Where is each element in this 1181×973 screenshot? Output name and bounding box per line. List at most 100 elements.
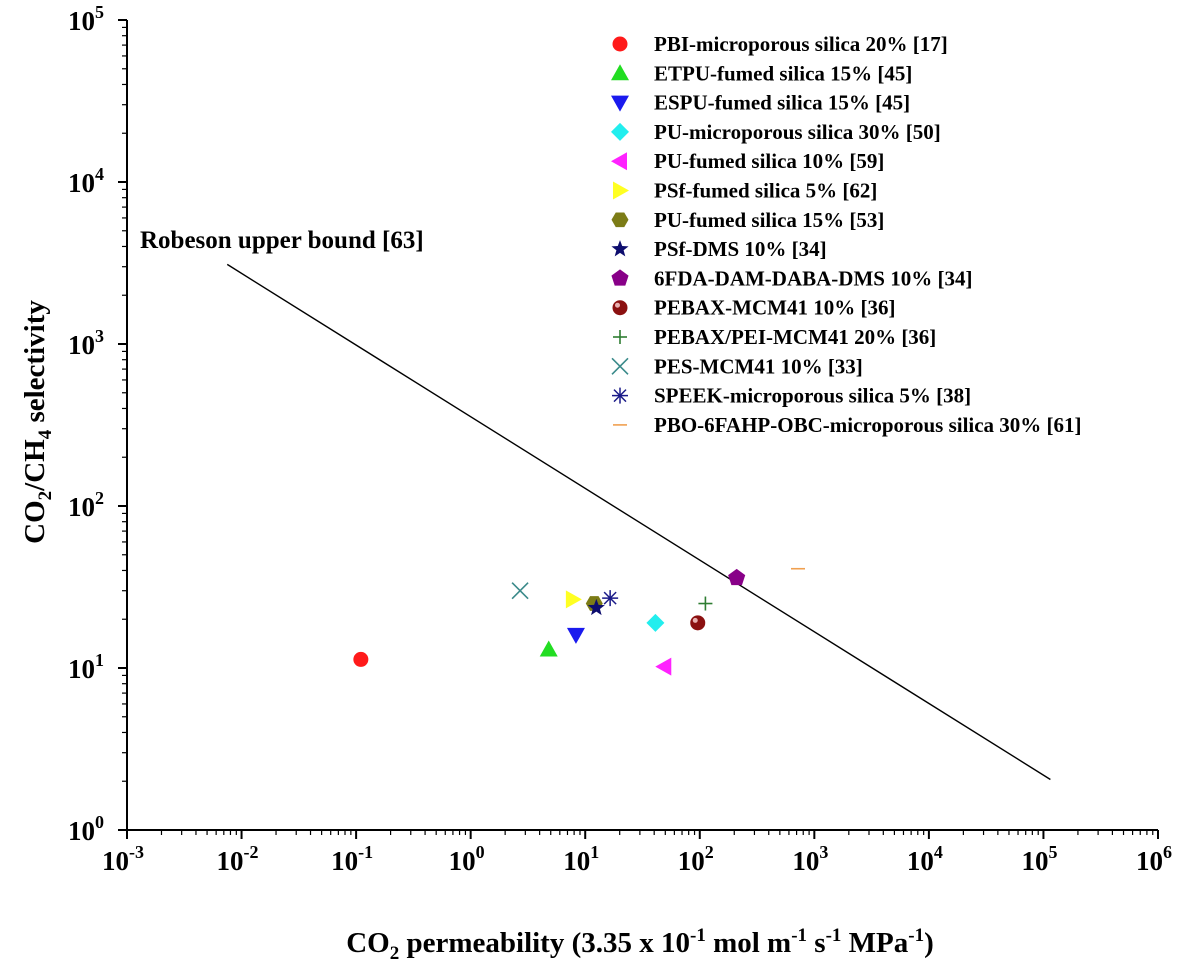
legend-label: PBO-6FAHP-OBC-microporous silica 30% [61… (654, 413, 1082, 437)
legend-marker (611, 152, 627, 171)
marker-shape (728, 568, 746, 586)
legend-marker (611, 269, 629, 286)
x-tick-base: 10 (217, 846, 244, 876)
data-point (511, 582, 529, 600)
x-tick-exponent: 5 (1048, 842, 1057, 862)
legend-label: PU-microporous silica 30% [50] (654, 120, 941, 144)
data-point (539, 640, 558, 657)
legend-label: PES-MCM41 10% [33] (654, 354, 863, 378)
y-tick-base: 10 (68, 654, 95, 684)
marker-highlight (692, 617, 698, 623)
y-tick-base: 10 (68, 330, 95, 360)
y-tick-label: 101 (68, 650, 104, 684)
marker-shape (587, 598, 605, 616)
x-tick-exponent: 4 (934, 842, 943, 862)
data-point (566, 627, 585, 644)
legend-label: SPEEK-microporous silica 5% [38] (654, 384, 971, 408)
legend-label: PU-fumed silica 10% [59] (654, 149, 884, 173)
x-tick-exponent: -2 (244, 842, 259, 862)
marker-shape (611, 95, 629, 112)
marker-highlight (615, 302, 620, 308)
y-tick-label: 102 (68, 488, 104, 522)
plot-frame (126, 20, 1158, 831)
marker-shape (690, 615, 706, 631)
x-tick-exponent: -1 (358, 842, 373, 862)
x-tick-exponent: 2 (705, 842, 714, 862)
x-axis-label: CO2 permeability (3.35 x 10-1 mol m-1 s-… (346, 925, 934, 964)
y-tick-exponent: 2 (95, 488, 104, 508)
robeson-upper-bound (226, 263, 1051, 781)
y-tick-base: 10 (68, 168, 95, 198)
y-tick-base: 10 (68, 6, 95, 36)
marker-shape (611, 357, 629, 375)
y-axis-label: CO2/CH4 selectivity (19, 300, 56, 544)
legend-marker (611, 122, 629, 141)
x-tick-base: 10 (102, 846, 129, 876)
axis-ticks (118, 19, 1159, 839)
marker-shape (353, 651, 369, 667)
legend-marker (612, 300, 628, 316)
legend-label: PEBAX-MCM41 10% [36] (654, 296, 895, 320)
marker-shape (611, 269, 629, 286)
y-tick-label: 103 (68, 326, 104, 360)
x-tick-label: 100 (449, 842, 485, 876)
y-tick-label: 100 (68, 812, 104, 846)
marker-shape (603, 591, 617, 605)
legend-marker (611, 212, 629, 228)
y-tick-exponent: 0 (95, 812, 104, 832)
x-tick-label: 101 (563, 842, 599, 876)
marker-shape (611, 64, 629, 81)
legend-label: ESPU-fumed silica 15% [45] (654, 91, 910, 115)
y-tick-exponent: 3 (95, 326, 104, 346)
legend: PBI-microporous silica 20% [17] ETPU-fume… (611, 32, 1082, 437)
legend-label: PSf-DMS 10% [34] (654, 237, 827, 261)
legend-label: PEBAX/PEI-MCM41 20% [36] (654, 325, 936, 349)
marker-shape (655, 657, 672, 676)
x-tick-base: 10 (449, 846, 476, 876)
y-tick-label: 105 (68, 2, 104, 36)
marker-shape (613, 181, 629, 200)
x-tick-base: 10 (792, 846, 819, 876)
marker-shape (566, 627, 585, 644)
x-tick-exponent: 1 (590, 842, 599, 862)
data-point (602, 590, 619, 607)
marker-shape (613, 389, 627, 403)
x-tick-exponent: -3 (129, 842, 144, 862)
legend-marker (611, 357, 629, 375)
x-tick-base: 10 (678, 846, 705, 876)
legend-marker (613, 330, 627, 344)
legend-marker (611, 64, 629, 81)
data-point (565, 590, 582, 609)
legend-marker (612, 387, 628, 404)
x-tick-label: 105 (1021, 842, 1057, 876)
x-tick-exponent: 3 (819, 842, 828, 862)
upper-bound-line (226, 263, 1051, 781)
legend-marker (611, 240, 629, 257)
marker-shape (646, 613, 665, 632)
upper-bound-label: Robeson upper bound [63] (140, 227, 424, 254)
x-tick-base: 10 (1021, 846, 1048, 876)
data-point (655, 657, 672, 676)
x-tick-exponent: 6 (1163, 842, 1172, 862)
legend-label: ETPU-fumed silica 15% [45] (654, 61, 912, 85)
marker-shape (611, 122, 629, 141)
data-point (728, 568, 746, 586)
x-tick-base: 10 (563, 846, 590, 876)
x-tick-base: 10 (1136, 846, 1163, 876)
legend-label: PSf-fumed silica 5% [62] (654, 179, 877, 203)
marker-shape (511, 582, 529, 600)
x-tick-label: 102 (678, 842, 714, 876)
legend-label: 6FDA-DAM-DABA-DMS 10% [34] (654, 266, 972, 290)
legend-label: PBI-microporous silica 20% [17] (654, 32, 948, 56)
x-tick-label: 10-3 (102, 842, 144, 876)
x-tick-label: 106 (1136, 842, 1172, 876)
data-point (353, 651, 369, 667)
x-tick-label: 10-1 (331, 842, 373, 876)
marker-shape (539, 640, 558, 657)
x-tick-base: 10 (907, 846, 934, 876)
data-point (646, 613, 665, 632)
data-point (698, 596, 713, 611)
y-tick-label: 104 (68, 164, 104, 198)
